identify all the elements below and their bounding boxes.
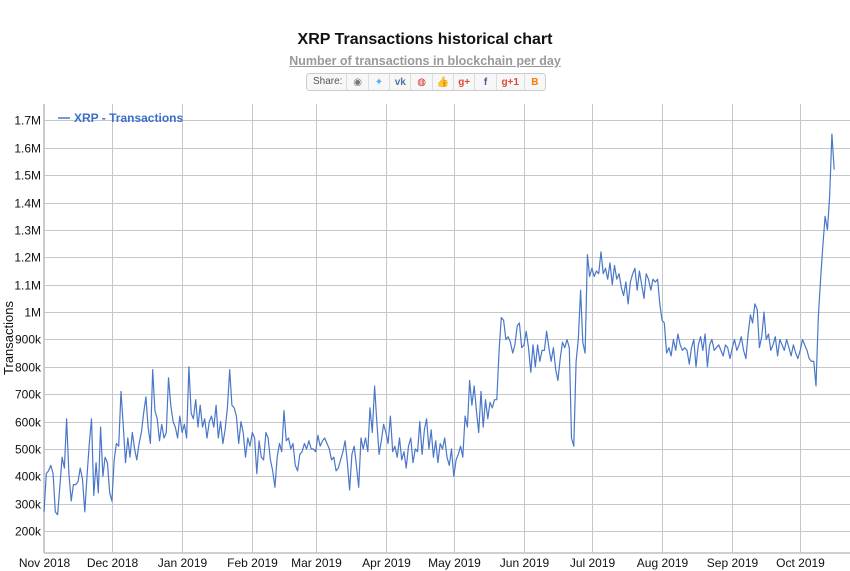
chart-title: XRP Transactions historical chart [297, 31, 553, 48]
blogger-share-icon[interactable]: B [531, 76, 539, 88]
facebook-share-icon[interactable]: f [475, 74, 497, 90]
series-layer [43, 133, 835, 516]
y-tick-label: 1.6M [14, 142, 41, 156]
x-tick-label: Dec 2018 [87, 556, 139, 570]
y-tick-label: 1.2M [14, 251, 41, 265]
x-tick-label: Oct 2019 [776, 556, 825, 570]
google-plus-one-share-icon[interactable]: g+1 [497, 74, 525, 90]
y-tick-label: 300k [15, 498, 42, 512]
y-tick-label: 600k [15, 416, 42, 430]
y-tick-label: 900k [15, 333, 42, 347]
x-tick-label: Jun 2019 [500, 556, 550, 570]
google-share-icon[interactable]: g+ [454, 74, 476, 90]
x-tick-label: May 2019 [428, 556, 481, 570]
like-share-icon[interactable]: 👍 [433, 74, 455, 90]
y-tick-label: 800k [15, 361, 42, 375]
reddit-share-icon[interactable]: ◉ [347, 74, 369, 90]
y-tick-label: 1M [24, 306, 41, 320]
weibo-share-icon[interactable]: ◍ [411, 74, 433, 90]
y-tick-label: 200k [15, 525, 42, 539]
x-tick-label: Feb 2019 [227, 556, 278, 570]
x-tick-label: Apr 2019 [362, 556, 411, 570]
x-axis-ticks: Nov 2018 Dec 2018 Jan 2019 Feb 2019 Mar 2019… [19, 556, 825, 570]
x-tick-label: Sep 2019 [707, 556, 759, 570]
series-line-xrp-transactions [43, 133, 835, 516]
y-tick-label: 1.5M [14, 169, 41, 183]
twitter-share-icon[interactable]: ✦ [369, 74, 391, 90]
legend-label[interactable]: XRP - Transactions [74, 111, 183, 125]
y-tick-label: 1.4M [14, 197, 41, 211]
grid [43, 104, 850, 554]
x-tick-label: Aug 2019 [637, 556, 689, 570]
vk-share-icon[interactable]: vk [390, 74, 412, 90]
x-tick-label: Jan 2019 [158, 556, 208, 570]
y-tick-label: 1.7M [14, 114, 41, 128]
y-tick-label: 500k [15, 443, 42, 457]
share-bar: Share: ◉ ✦ vk ◍ 👍 g+ f g+1 B [306, 73, 546, 91]
legend[interactable]: XRP - Transactions [58, 111, 183, 125]
y-tick-label: 400k [15, 470, 42, 484]
x-tick-label: Mar 2019 [291, 556, 342, 570]
y-tick-label: 1.1M [14, 279, 41, 293]
y-tick-label: 1.3M [14, 224, 41, 238]
share-label: Share: [307, 74, 348, 90]
y-axis-label: Transactions [1, 301, 16, 375]
y-tick-label: 700k [15, 388, 42, 402]
chart-subtitle[interactable]: Number of transactions in blockchain per… [289, 54, 561, 68]
x-tick-label: Nov 2018 [19, 556, 71, 570]
x-tick-label: Jul 2019 [570, 556, 616, 570]
y-axis-ticks: 200k 300k 400k 500k 600k 700k 800k 900k 1M 1.1M 1.… [14, 114, 42, 539]
